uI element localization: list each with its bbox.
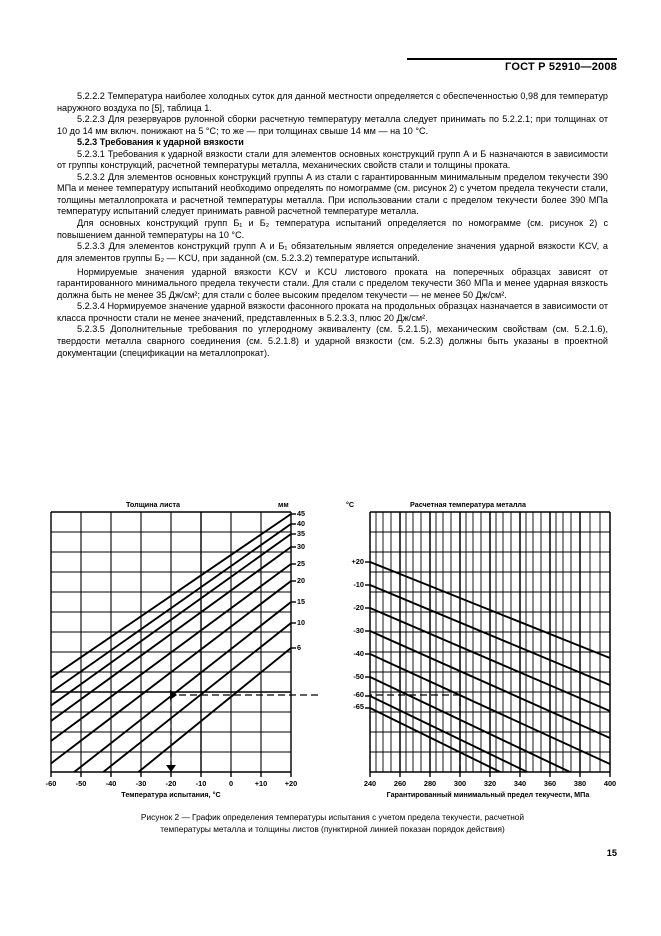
paragraph-5-2-3-3-cont: Нормируемые значения ударной вязкости KC…: [57, 266, 608, 300]
right-ytick-p20: +20: [351, 557, 364, 566]
left-x-ticks: [50, 772, 292, 777]
right-xtick-380: 380: [573, 779, 587, 788]
chart-design-metal-temperature: °С Расчетная температура металла: [338, 500, 618, 805]
paragraph-5-2-3-5: 5.2.3.5 Дополнительные требования по угл…: [57, 324, 608, 358]
right-xtick-360: 360: [543, 779, 557, 788]
header-rule: [407, 58, 617, 60]
left-xtick-p10: +10: [254, 779, 268, 788]
right-ytick-m50: -50: [353, 672, 364, 681]
left-curve-label-40: 40: [297, 519, 305, 528]
left-curve-label-15: 15: [297, 597, 305, 606]
left-chart-unit: мм: [278, 500, 289, 509]
right-xtick-280: 280: [423, 779, 437, 788]
right-chart-unit: °С: [346, 500, 355, 509]
left-curve-ticks: [291, 513, 296, 649]
left-xtick-m40: -40: [105, 779, 117, 788]
left-xtick-p20: +20: [284, 779, 298, 788]
right-xtick-400: 400: [603, 779, 617, 788]
page-header: ГОСТ Р 52910—2008: [0, 58, 661, 80]
document-body: 5.2.2.2 Температура наиболее холодных су…: [57, 91, 608, 359]
right-ytick-m20: -20: [353, 603, 364, 612]
left-curve-label-20: 20: [297, 576, 305, 585]
right-grid-lines-horizontal: [370, 511, 610, 773]
left-curve-label-6: 6: [297, 643, 301, 652]
right-xtick-300: 300: [453, 779, 467, 788]
paragraph-5-2-3-4: 5.2.3.4 Нормируемое значение ударной вяз…: [57, 301, 608, 323]
right-ytick-m65: -65: [353, 702, 364, 711]
left-xtick-m30: -30: [135, 779, 147, 788]
right-xtick-240: 240: [363, 779, 377, 788]
right-ytick-m10: -10: [353, 580, 364, 589]
right-y-ticks: [365, 561, 370, 709]
right-chart-plot: [365, 511, 611, 777]
figure-caption-line-2: температуры металла и толщины листов (пу…: [160, 823, 505, 834]
right-x-axis-label: Гарантированный минимальный предел текуч…: [386, 790, 590, 799]
figure-2: Толщина листа мм: [46, 500, 618, 805]
left-xtick-0: 0: [228, 779, 234, 788]
right-chart-title: Расчетная температура металла: [410, 500, 526, 509]
figure-caption: Рисунок 2 — График определения температу…: [57, 812, 608, 835]
left-dashed-trace: [166, 690, 318, 772]
right-grid-lines-minor: [369, 512, 611, 772]
left-curve-label-30: 30: [297, 542, 305, 551]
right-x-ticks: [369, 772, 611, 777]
left-thickness-curves: [51, 513, 291, 772]
left-xtick-m10: -10: [195, 779, 207, 788]
chart-thickness-vs-test-temperature: Толщина листа мм: [46, 500, 318, 805]
left-curve-label-10: 10: [297, 618, 305, 627]
left-curve-label-45: 45: [297, 509, 305, 518]
paragraph-5-2-2-2: 5.2.2.2 Температура наиболее холодных су…: [57, 91, 608, 113]
figure-caption-line-1: Рисунок 2 — График определения температу…: [140, 812, 525, 822]
left-xtick-m50: -50: [75, 779, 87, 788]
left-chart-plot: [50, 511, 318, 777]
right-ytick-m30: -30: [353, 626, 364, 635]
left-chart-title: Толщина листа: [126, 500, 181, 509]
right-ytick-m60: -60: [353, 690, 364, 699]
page-number: 15: [606, 848, 617, 858]
right-xtick-340: 340: [513, 779, 527, 788]
right-dashed-trace: [370, 694, 461, 772]
paragraph-5-2-2-3: 5.2.2.3 Для резервуаров рулонной сборки …: [57, 114, 608, 136]
paragraph-5-2-3-1: 5.2.3.1 Требования к ударной вязкости ст…: [57, 148, 608, 171]
paragraph-5-2-3-3: 5.2.3.3 Для элементов конструкций групп …: [57, 241, 608, 263]
paragraph-5-2-3-2: 5.2.3.2 Для элементов основных конструкц…: [57, 171, 608, 217]
left-xtick-m60: -60: [45, 779, 57, 788]
standard-title: ГОСТ Р 52910—2008: [505, 61, 617, 73]
paragraph-5-2-3-2-cont: Для основных конструкций групп Б₁ и Б₂ т…: [57, 218, 608, 240]
heading-5-2-3: 5.2.3 Требования к ударной вязкости: [77, 137, 244, 148]
right-xtick-320: 320: [483, 779, 497, 788]
left-curve-label-25: 25: [297, 559, 305, 568]
left-xtick-m20: -20: [165, 779, 177, 788]
right-temperature-curves: [370, 561, 610, 772]
left-x-axis-label: Температура испытания, °С: [121, 790, 221, 799]
right-xtick-260: 260: [393, 779, 407, 788]
right-ytick-m40: -40: [353, 649, 364, 658]
left-curve-label-35: 35: [297, 529, 305, 538]
